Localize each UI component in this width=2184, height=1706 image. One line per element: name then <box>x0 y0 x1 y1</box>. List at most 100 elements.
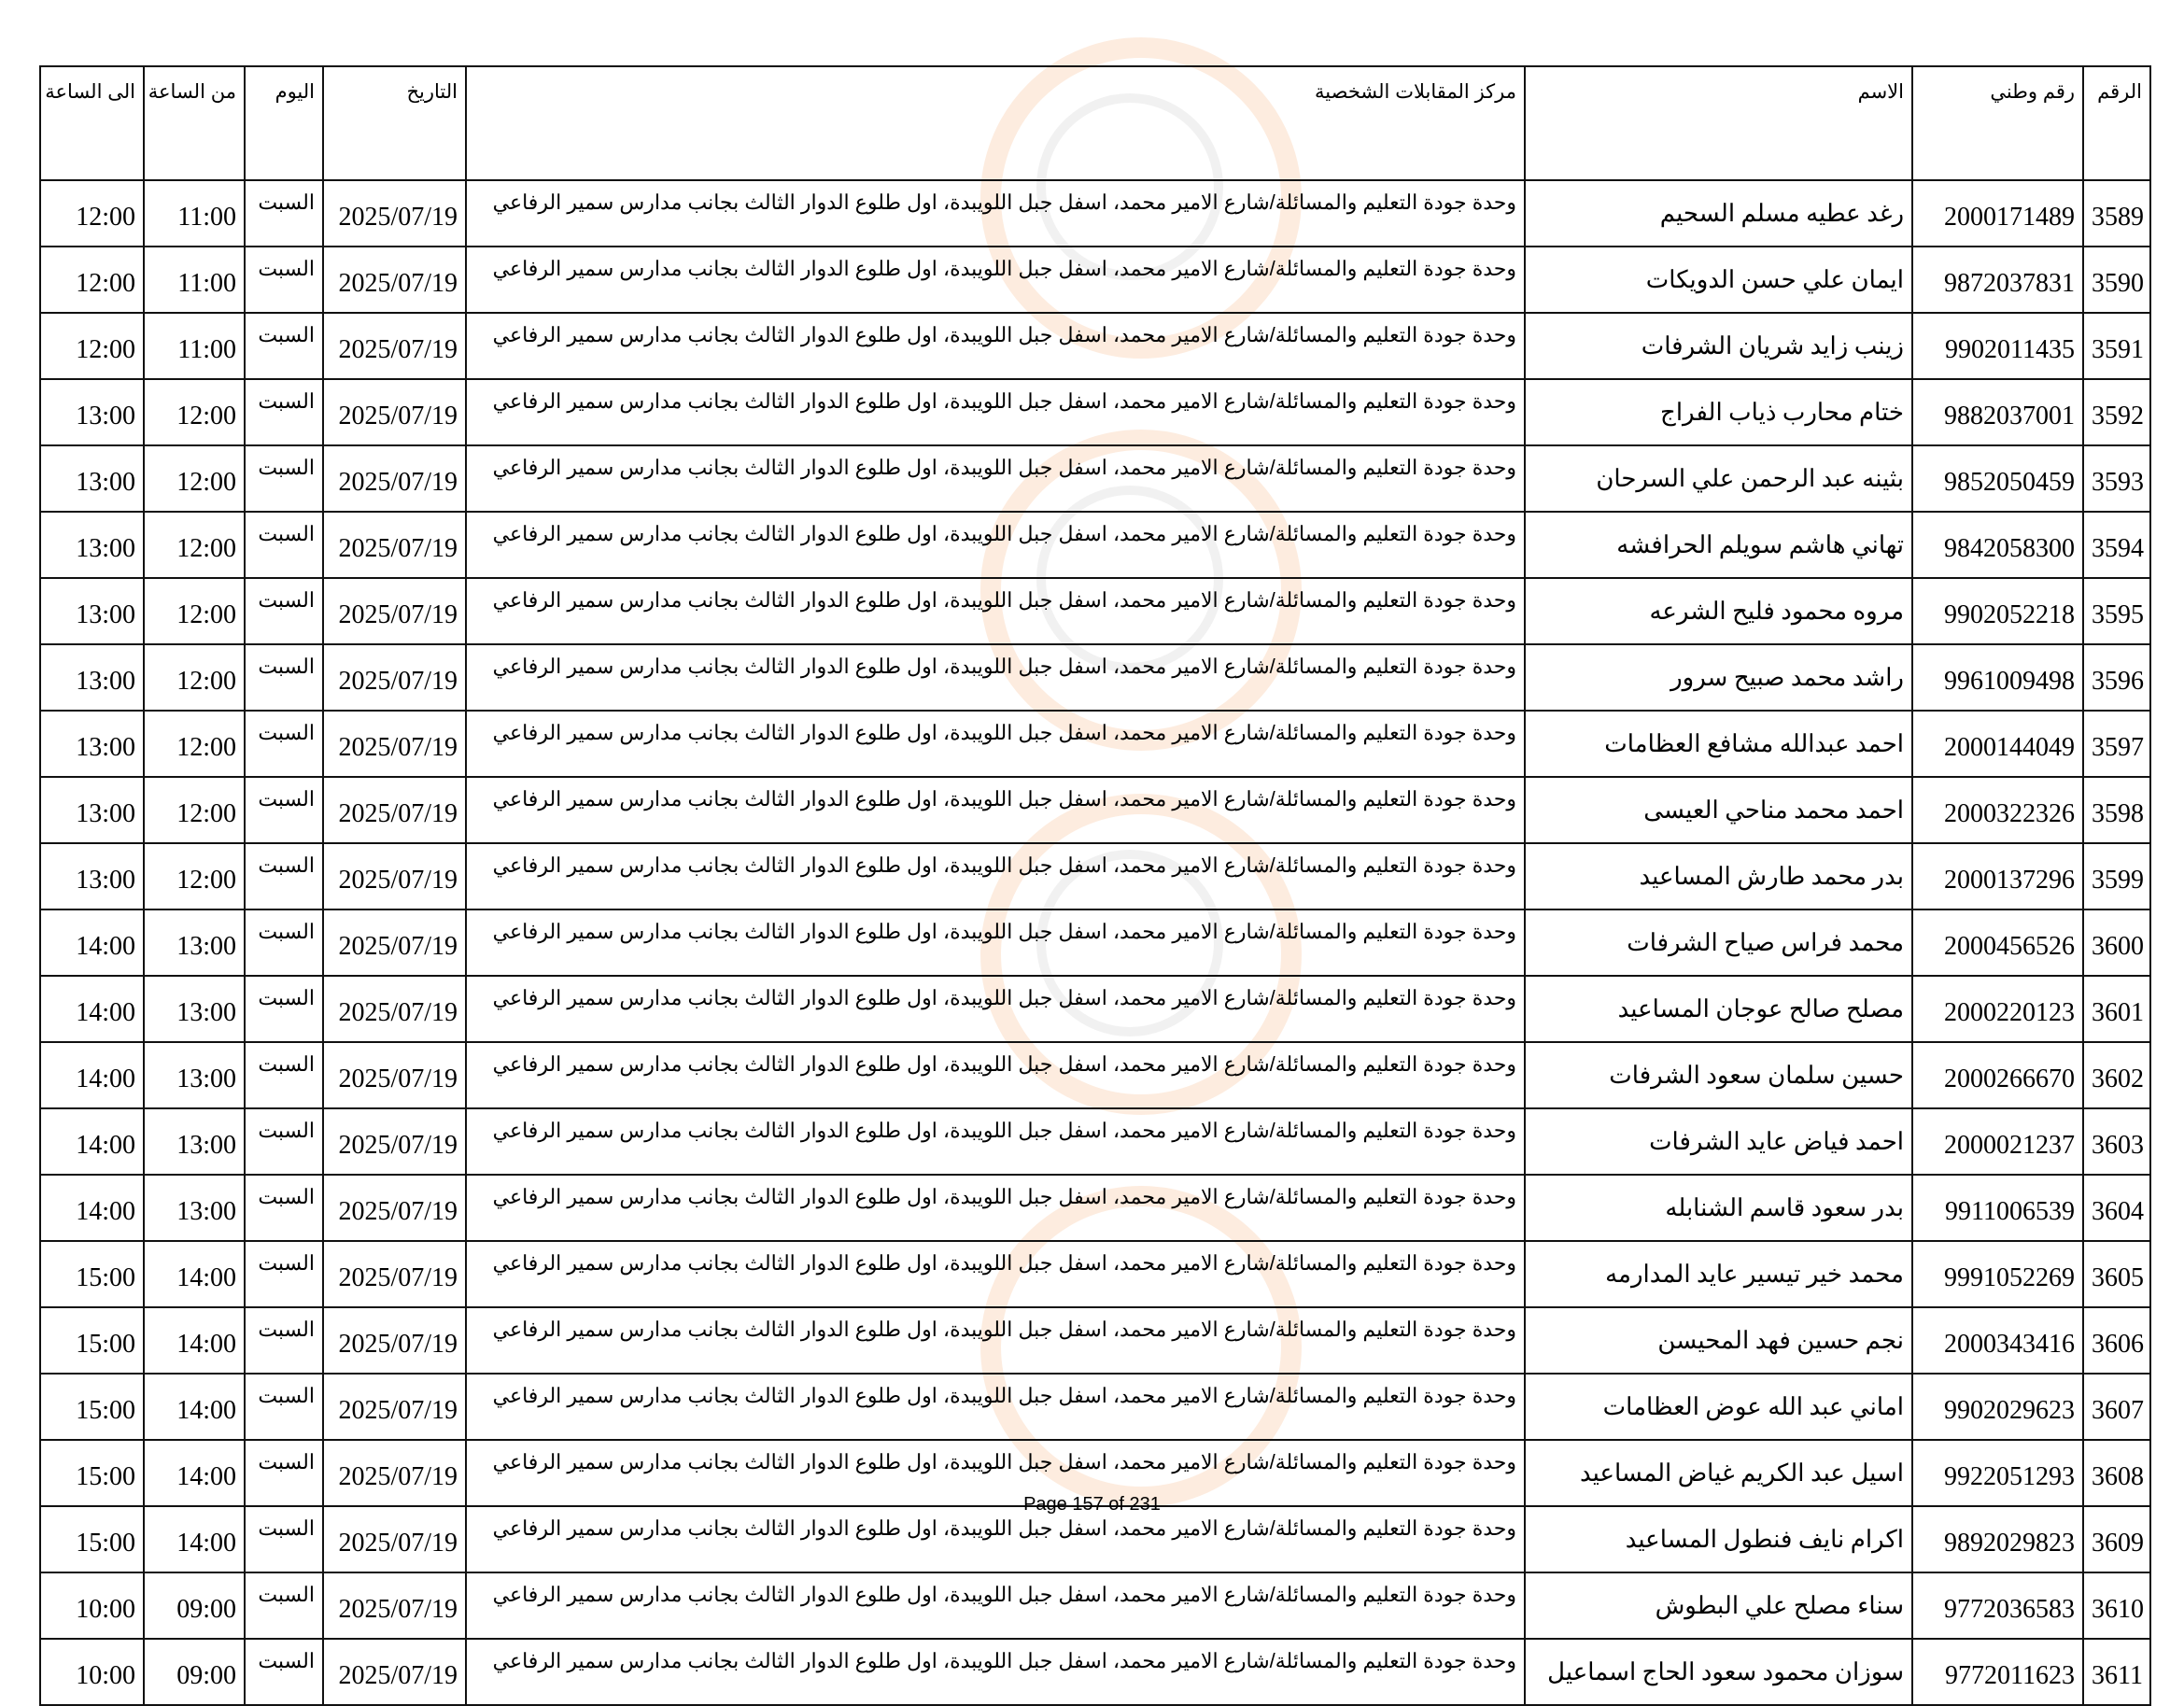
day-cell: السبت <box>244 444 324 513</box>
date-cell: 2025/07/19 <box>322 842 467 910</box>
national-id-cell: 2000021237 <box>1911 1107 2084 1176</box>
from-time-cell: 12:00 <box>143 511 246 579</box>
row-number-cell: 3592 <box>2082 378 2151 446</box>
person-name-cell: محمد خير تيسير عايد المدارمه <box>1524 1240 1913 1308</box>
day-cell: السبت <box>244 179 324 247</box>
header-center: مركز المقابلات الشخصية <box>465 65 1526 181</box>
to-time-cell: 15:00 <box>39 1306 145 1375</box>
date-cell: 2025/07/19 <box>322 1572 467 1640</box>
day-cell: السبت <box>244 1572 324 1640</box>
table-row: 3595 9902052218 مروه محمود فليح الشرعه وحدة… <box>39 577 2151 645</box>
person-name-cell: احمد محمد مناحي العيسى <box>1524 776 1913 844</box>
from-time-cell: 12:00 <box>143 577 246 645</box>
person-name-cell: رغد عطيه مسلم السحيم <box>1524 179 1913 247</box>
header-no: الرقم <box>2082 65 2151 181</box>
row-number-cell: 3609 <box>2082 1505 2151 1573</box>
interview-center-cell: وحدة جودة التعليم والمسائلة/شارع الامير … <box>465 312 1526 380</box>
person-name-cell: احمد فياض عايد الشرفات <box>1524 1107 1913 1176</box>
person-name-cell: حسين سلمان سعود الشرفات <box>1524 1041 1913 1109</box>
row-number-cell: 3591 <box>2082 312 2151 380</box>
day-cell: السبت <box>244 1107 324 1176</box>
row-number-cell: 3594 <box>2082 511 2151 579</box>
to-time-cell: 13:00 <box>39 643 145 712</box>
from-time-cell: 12:00 <box>143 378 246 446</box>
person-name-cell: زينب زايد شريان الشرفات <box>1524 312 1913 380</box>
from-time-cell: 11:00 <box>143 246 246 314</box>
date-cell: 2025/07/19 <box>322 1638 467 1706</box>
to-time-cell: 12:00 <box>39 246 145 314</box>
national-id-cell: 2000322326 <box>1911 776 2084 844</box>
national-id-cell: 9842058300 <box>1911 511 2084 579</box>
table-row: 3600 2000456526 محمد فراس صياح الشرفات وحدة… <box>39 909 2151 977</box>
header-to: الى الساعة <box>39 65 145 181</box>
date-cell: 2025/07/19 <box>322 444 467 513</box>
row-number-cell: 3604 <box>2082 1174 2151 1242</box>
day-cell: السبت <box>244 643 324 712</box>
table-row: 3591 9902011435 زينب زايد شريان الشرفات وحد… <box>39 312 2151 380</box>
person-name-cell: بدر سعود قاسم الشنابله <box>1524 1174 1913 1242</box>
to-time-cell: 13:00 <box>39 378 145 446</box>
national-id-cell: 2000220123 <box>1911 975 2084 1043</box>
day-cell: السبت <box>244 1306 324 1375</box>
interview-center-cell: وحدة جودة التعليم والمسائلة/شارع الامير … <box>465 1373 1526 1441</box>
day-cell: السبت <box>244 1240 324 1308</box>
from-time-cell: 14:00 <box>143 1439 246 1507</box>
table-row: 3597 2000144049 احمد عبدالله مشافع العظاما… <box>39 710 2151 778</box>
day-cell: السبت <box>244 1174 324 1242</box>
row-number-cell: 3597 <box>2082 710 2151 778</box>
to-time-cell: 13:00 <box>39 710 145 778</box>
table-row: 3594 9842058300 تهاني هاشم سويلم الحرافشه و… <box>39 511 2151 579</box>
to-time-cell: 12:00 <box>39 179 145 247</box>
table-row: 3592 9882037001 ختام محارب ذياب الفراج وحدة… <box>39 378 2151 446</box>
date-cell: 2025/07/19 <box>322 246 467 314</box>
day-cell: السبت <box>244 909 324 977</box>
table-row: 3590 9872037831 ايمان علي حسن الدويكات وحدة… <box>39 246 2151 314</box>
row-number-cell: 3593 <box>2082 444 2151 513</box>
interview-center-cell: وحدة جودة التعليم والمسائلة/شارع الامير … <box>465 246 1526 314</box>
interview-center-cell: وحدة جودة التعليم والمسائلة/شارع الامير … <box>465 975 1526 1043</box>
row-number-cell: 3596 <box>2082 643 2151 712</box>
table-row: 3604 9911006539 بدر سعود قاسم الشنابله وحدة… <box>39 1174 2151 1242</box>
table-row: 3603 2000021237 احمد فياض عايد الشرفات وحدة… <box>39 1107 2151 1176</box>
from-time-cell: 14:00 <box>143 1505 246 1573</box>
person-name-cell: بدر محمد طارش المساعيد <box>1524 842 1913 910</box>
to-time-cell: 13:00 <box>39 842 145 910</box>
interview-center-cell: وحدة جودة التعليم والمسائلة/شارع الامير … <box>465 1306 1526 1375</box>
to-time-cell: 14:00 <box>39 1041 145 1109</box>
header-date: التاريخ <box>322 65 467 181</box>
person-name-cell: ختام محارب ذياب الفراج <box>1524 378 1913 446</box>
person-name-cell: اماني عبد الله عوض العظامات <box>1524 1373 1913 1441</box>
interview-schedule-table: الرقم رقم وطني الاسم مركز المقابلات الشخ… <box>39 65 2151 1706</box>
national-id-cell: 2000144049 <box>1911 710 2084 778</box>
date-cell: 2025/07/19 <box>322 312 467 380</box>
from-time-cell: 12:00 <box>143 710 246 778</box>
day-cell: السبت <box>244 511 324 579</box>
to-time-cell: 15:00 <box>39 1505 145 1573</box>
from-time-cell: 12:00 <box>143 643 246 712</box>
interview-center-cell: وحدة جودة التعليم والمسائلة/شارع الامير … <box>465 577 1526 645</box>
interview-center-cell: وحدة جودة التعليم والمسائلة/شارع الامير … <box>465 643 1526 712</box>
to-time-cell: 10:00 <box>39 1572 145 1640</box>
date-cell: 2025/07/19 <box>322 1107 467 1176</box>
national-id-cell: 9961009498 <box>1911 643 2084 712</box>
from-time-cell: 14:00 <box>143 1306 246 1375</box>
from-time-cell: 11:00 <box>143 312 246 380</box>
header-national-id: رقم وطني <box>1911 65 2084 181</box>
from-time-cell: 13:00 <box>143 1174 246 1242</box>
person-name-cell: راشد محمد صبيح سرور <box>1524 643 1913 712</box>
from-time-cell: 13:00 <box>143 975 246 1043</box>
national-id-cell: 9991052269 <box>1911 1240 2084 1308</box>
interview-center-cell: وحدة جودة التعليم والمسائلة/شارع الامير … <box>465 842 1526 910</box>
national-id-cell: 9882037001 <box>1911 378 2084 446</box>
table-row: 3593 9852050459 بثينه عبد الرحمن علي السرح… <box>39 444 2151 513</box>
interview-center-cell: وحدة جودة التعليم والمسائلة/شارع الامير … <box>465 444 1526 513</box>
date-cell: 2025/07/19 <box>322 909 467 977</box>
national-id-cell: 9892029823 <box>1911 1505 2084 1573</box>
day-cell: السبت <box>244 312 324 380</box>
day-cell: السبت <box>244 378 324 446</box>
date-cell: 2025/07/19 <box>322 643 467 712</box>
national-id-cell: 2000137296 <box>1911 842 2084 910</box>
interview-center-cell: وحدة جودة التعليم والمسائلة/شارع الامير … <box>465 776 1526 844</box>
table-row: 3610 9772036583 سناء مصلح علي البطوش وحدة ج… <box>39 1572 2151 1640</box>
person-name-cell: اكرام نايف فنطول المساعيد <box>1524 1505 1913 1573</box>
